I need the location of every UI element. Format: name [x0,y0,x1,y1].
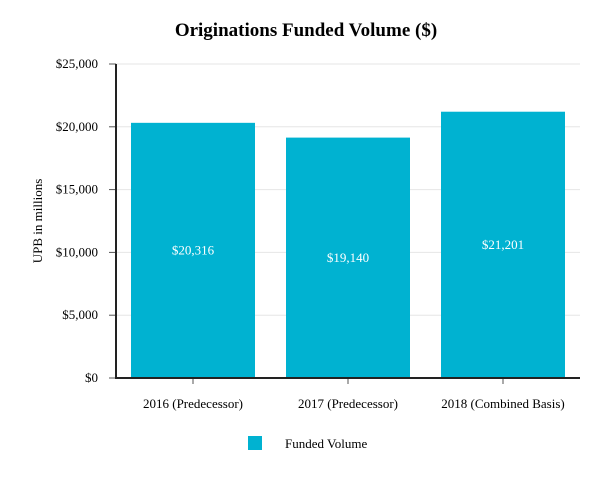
y-tick-label: $15,000 [56,182,98,197]
x-tick-label: 2018 (Combined Basis) [441,396,565,411]
chart-title: Originations Funded Volume ($) [175,20,437,41]
bar [441,111,565,378]
y-tick-label: $5,000 [62,307,98,322]
y-tick-label: $0 [85,370,98,385]
bar-value-label: $21,201 [482,237,524,252]
bar [131,122,255,378]
legend-swatch [248,436,262,450]
y-tick-label: $25,000 [56,56,98,71]
x-tick-label: 2017 (Predecessor) [298,396,398,411]
bar-value-label: $20,316 [172,242,215,257]
y-tick-label: $10,000 [56,244,98,259]
x-tick-label: 2016 (Predecessor) [143,396,243,411]
y-axis-label: UPB in millions [30,179,45,264]
legend-label: Funded Volume [285,436,367,451]
bar-value-label: $19,140 [327,250,369,265]
bar [286,137,410,378]
y-tick-label: $20,000 [56,119,98,134]
